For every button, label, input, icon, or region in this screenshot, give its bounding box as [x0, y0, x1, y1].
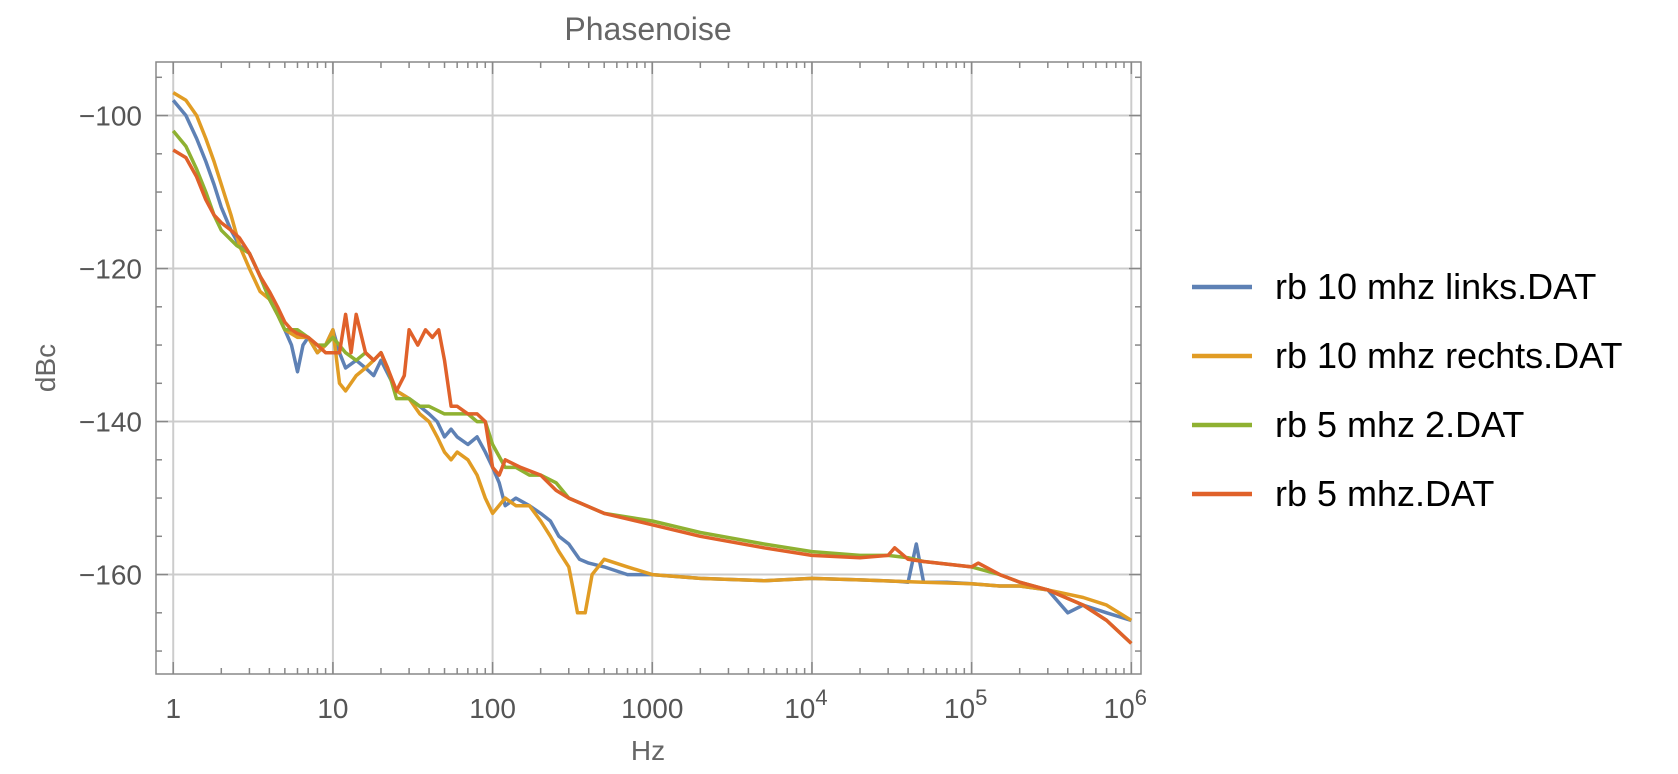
x-tick-label: 10	[317, 693, 348, 724]
y-tick-label: −140	[79, 407, 142, 438]
series-line-4	[172, 148, 1133, 645]
ticks-layer	[156, 62, 1141, 674]
tick-labels-layer: 1 10 100 1000 104 105 106 −100 −120 −140 −160	[79, 101, 1147, 724]
plot-frame	[155, 61, 1142, 675]
grid-layer	[156, 62, 1141, 674]
x-tick-label: 104	[784, 685, 827, 724]
y-tick-label: −100	[79, 101, 142, 132]
y-tick-label: −160	[79, 560, 142, 591]
y-tick-label: −120	[79, 254, 142, 285]
legend-label: rb 5 mhz.DAT	[1275, 473, 1494, 514]
series-layer	[171, 91, 1133, 645]
legend-label: rb 5 mhz 2.DAT	[1275, 404, 1524, 445]
x-tick-label: 100	[469, 693, 516, 724]
legend: rb 10 mhz links.DAT rb 10 mhz rechts.DAT r…	[1192, 266, 1622, 514]
y-axis-title: dBc	[30, 344, 61, 392]
x-tick-label: 1000	[621, 693, 683, 724]
legend-label: rb 10 mhz links.DAT	[1275, 266, 1596, 307]
x-tick-label: 1	[165, 693, 181, 724]
chart-title: Phasenoise	[564, 11, 731, 47]
x-tick-label: 106	[1104, 685, 1147, 724]
x-axis-title: Hz	[631, 735, 665, 766]
x-tick-label: 105	[944, 685, 987, 724]
legend-label: rb 10 mhz rechts.DAT	[1275, 335, 1622, 376]
